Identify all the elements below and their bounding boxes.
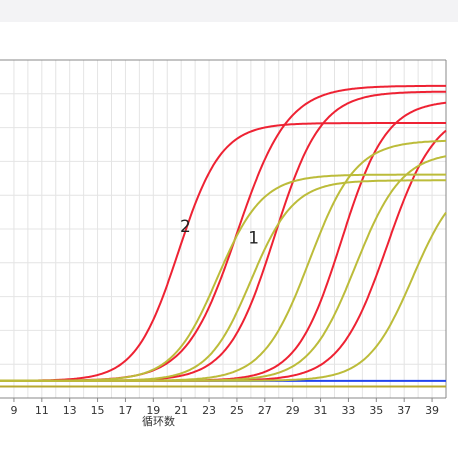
curve-label-1: 1	[248, 228, 259, 248]
window-top-strip	[0, 0, 458, 22]
x-tick-label: 13	[63, 404, 77, 417]
curve-label-2: 2	[180, 217, 191, 237]
x-tick-label: 35	[369, 404, 383, 417]
x-tick-label: 21	[174, 404, 188, 417]
x-tick-label: 19	[146, 404, 160, 417]
x-axis-ticks: 9 11 13 15 17 19 21 23 25 27 29 31 33 35 37 39	[10, 398, 439, 417]
x-axis-title: 循环数	[142, 415, 175, 428]
x-tick-label: 15	[91, 404, 105, 417]
x-tick-label: 25	[230, 404, 244, 417]
x-tick-label: 33	[341, 404, 355, 417]
curve-olive-10	[0, 212, 447, 382]
amplification-curves	[0, 84, 447, 382]
x-tick-label: 37	[397, 404, 411, 417]
x-tick-label: 9	[10, 404, 17, 417]
x-tick-label: 23	[202, 404, 216, 417]
x-tick-label: 29	[286, 404, 300, 417]
x-tick-label: 27	[258, 404, 272, 417]
x-tick-label: 11	[35, 404, 49, 417]
x-tick-label: 31	[314, 404, 328, 417]
x-tick-label: 39	[425, 404, 439, 417]
curve-red-1	[0, 122, 446, 382]
grid	[0, 60, 446, 398]
x-tick-label: 17	[118, 404, 132, 417]
curve-annotations: 21	[180, 217, 259, 248]
